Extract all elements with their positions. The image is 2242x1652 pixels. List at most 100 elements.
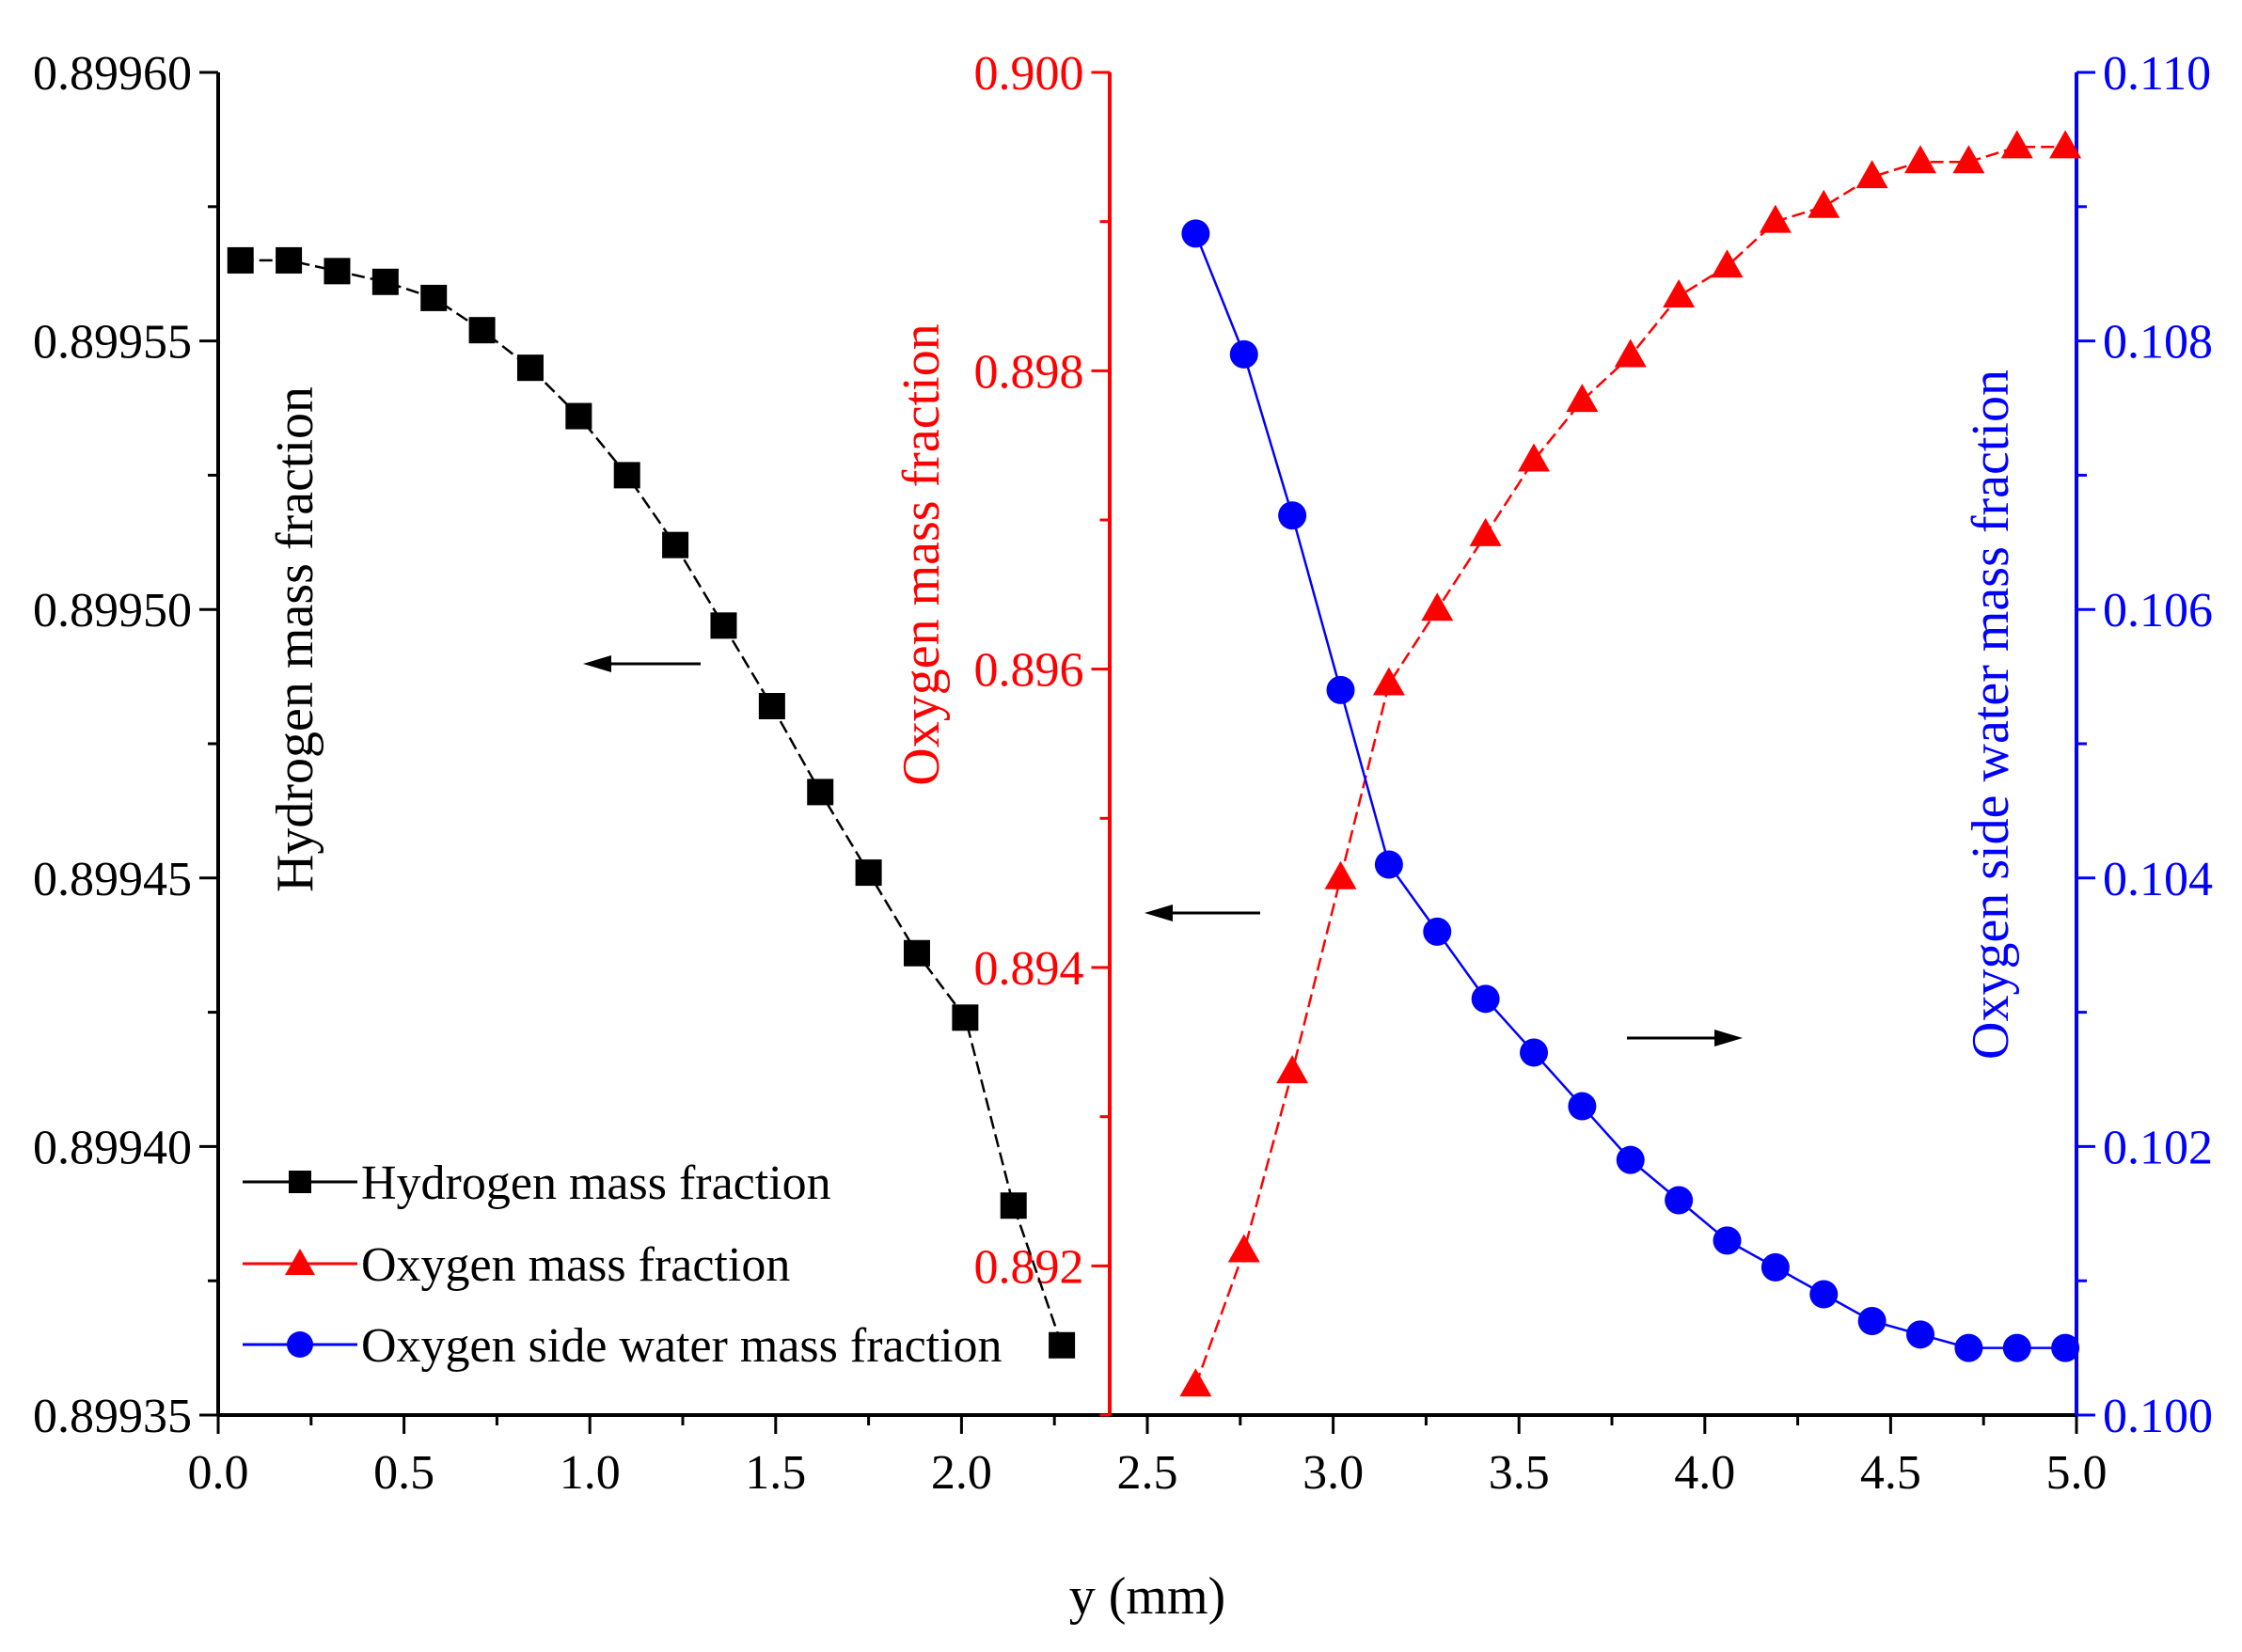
x-tick-label: 4.5 bbox=[1860, 1446, 1921, 1500]
middle-tick-label: 0.898 bbox=[973, 345, 1083, 399]
legend-label-hydrogen: Hydrogen mass fraction bbox=[361, 1156, 831, 1210]
point-square bbox=[324, 258, 351, 285]
point-circle bbox=[2051, 1333, 2080, 1362]
right-tick-label: 0.100 bbox=[2103, 1390, 2213, 1443]
point-triangle bbox=[1759, 204, 1792, 233]
point-circle bbox=[1665, 1186, 1694, 1215]
arrow-left-oxygen bbox=[1145, 905, 1260, 921]
point-triangle bbox=[1324, 860, 1357, 889]
x-tick-label: 2.0 bbox=[931, 1446, 992, 1500]
point-square bbox=[710, 612, 737, 639]
point-square bbox=[1000, 1192, 1027, 1219]
x-tick-label: 0.5 bbox=[373, 1446, 434, 1500]
point-circle bbox=[1471, 984, 1500, 1014]
right-tick-label: 0.108 bbox=[2103, 316, 2213, 370]
point-circle bbox=[1713, 1226, 1742, 1255]
x-tick-label: 5.0 bbox=[2046, 1446, 2108, 1500]
point-circle bbox=[1857, 1307, 1887, 1336]
point-triangle bbox=[1518, 443, 1551, 472]
point-circle bbox=[1809, 1280, 1839, 1309]
point-circle bbox=[1278, 501, 1307, 530]
arrow-left-hydrogen bbox=[583, 655, 701, 672]
legend-triangle-marker bbox=[285, 1249, 315, 1275]
point-circle bbox=[1229, 339, 1258, 369]
left-tick-label: 0.89955 bbox=[33, 316, 192, 370]
point-circle bbox=[1760, 1252, 1790, 1282]
point-circle bbox=[1616, 1145, 1645, 1174]
point-triangle bbox=[1904, 145, 1937, 174]
point-triangle bbox=[1808, 189, 1840, 218]
legend-item-water: Oxygen side water mass fraction bbox=[243, 1319, 1003, 1373]
right-axis-title: Oxygen side water mass fraction bbox=[1962, 370, 2020, 1060]
middle-tick-label: 0.894 bbox=[973, 942, 1083, 996]
x-axis-ticks: 0.0 0.5 1.0 1.5 2.0 2.5 3.0 3.5 4.0 4.5 5.0 bbox=[188, 1415, 2108, 1500]
point-triangle bbox=[1421, 592, 1454, 621]
legend-label-oxygen: Oxygen mass fraction bbox=[361, 1238, 790, 1292]
point-square bbox=[1049, 1331, 1076, 1359]
point-triangle bbox=[1711, 249, 1744, 278]
point-square bbox=[371, 268, 399, 295]
point-square bbox=[468, 317, 496, 344]
left-axis-ticks: 0.89935 0.89940 0.89945 0.89950 0.89955 0.899… bbox=[33, 47, 218, 1443]
point-circle bbox=[1568, 1092, 1597, 1121]
right-tick-label: 0.106 bbox=[2103, 584, 2213, 637]
point-circle bbox=[1520, 1038, 1549, 1067]
middle-tick-label: 0.900 bbox=[973, 47, 1083, 101]
point-circle bbox=[1954, 1333, 1983, 1362]
point-square bbox=[807, 779, 834, 806]
x-tick-label: 3.5 bbox=[1489, 1446, 1550, 1500]
point-circle bbox=[1906, 1320, 1935, 1349]
legend-square-marker bbox=[289, 1171, 311, 1193]
x-tick-label: 2.5 bbox=[1117, 1446, 1178, 1500]
middle-tick-label: 0.896 bbox=[973, 644, 1083, 698]
legend-circle-marker bbox=[287, 1331, 313, 1358]
plot-area: 0.0 0.5 1.0 1.5 2.0 2.5 3.0 3.5 4.0 4.5 5.0 0.8993… bbox=[33, 47, 2213, 1626]
point-triangle bbox=[1663, 279, 1696, 307]
point-circle bbox=[1326, 675, 1355, 704]
series-line-2 bbox=[1194, 232, 2066, 1349]
point-circle bbox=[1374, 850, 1403, 879]
left-tick-label: 0.89945 bbox=[33, 853, 192, 906]
point-square bbox=[227, 246, 254, 274]
point-square bbox=[758, 693, 785, 720]
x-axis-title: y (mm) bbox=[1069, 1567, 1225, 1626]
left-tick-label: 0.89950 bbox=[33, 584, 192, 637]
legend-item-oxygen: Oxygen mass fraction bbox=[243, 1238, 790, 1292]
series-line-1 bbox=[1194, 146, 2066, 1386]
point-circle bbox=[2002, 1333, 2031, 1362]
x-tick-label: 1.5 bbox=[745, 1446, 806, 1500]
middle-axis-title: Oxygen mass fraction bbox=[892, 323, 951, 785]
left-tick-label: 0.89935 bbox=[33, 1390, 192, 1443]
point-triangle bbox=[1179, 1368, 1212, 1397]
point-triangle bbox=[2049, 130, 2082, 159]
point-triangle bbox=[1276, 1055, 1309, 1084]
series-layer bbox=[227, 130, 2082, 1397]
right-tick-label: 0.102 bbox=[2103, 1121, 2213, 1174]
legend: Hydrogen mass fraction Oxygen mass fract… bbox=[243, 1156, 1003, 1373]
point-circle bbox=[1423, 917, 1452, 946]
left-tick-label: 0.89960 bbox=[33, 47, 192, 101]
x-tick-label: 0.0 bbox=[188, 1446, 249, 1500]
point-square bbox=[516, 354, 544, 382]
point-square bbox=[952, 1004, 979, 1031]
x-tick-label: 4.0 bbox=[1674, 1446, 1735, 1500]
point-square bbox=[613, 462, 640, 489]
left-axis-title: Hydrogen mass fraction bbox=[266, 386, 324, 892]
right-axis-ticks: 0.100 0.102 0.104 0.106 0.108 0.110 bbox=[2076, 47, 2213, 1443]
x-tick-label: 3.0 bbox=[1303, 1446, 1364, 1500]
point-triangle bbox=[1566, 384, 1599, 413]
arrow-right-water bbox=[1627, 1030, 1743, 1046]
point-triangle bbox=[1952, 145, 1985, 174]
legend-item-hydrogen: Hydrogen mass fraction bbox=[243, 1156, 831, 1210]
right-tick-label: 0.110 bbox=[2103, 47, 2211, 101]
point-triangle bbox=[2000, 130, 2033, 159]
point-triangle bbox=[1855, 160, 1888, 189]
point-square bbox=[420, 284, 448, 311]
legend-label-water: Oxygen side water mass fraction bbox=[361, 1319, 1003, 1373]
point-square bbox=[662, 531, 689, 559]
point-triangle bbox=[1227, 1234, 1260, 1263]
point-circle bbox=[1181, 219, 1210, 248]
point-triangle bbox=[1372, 667, 1405, 696]
